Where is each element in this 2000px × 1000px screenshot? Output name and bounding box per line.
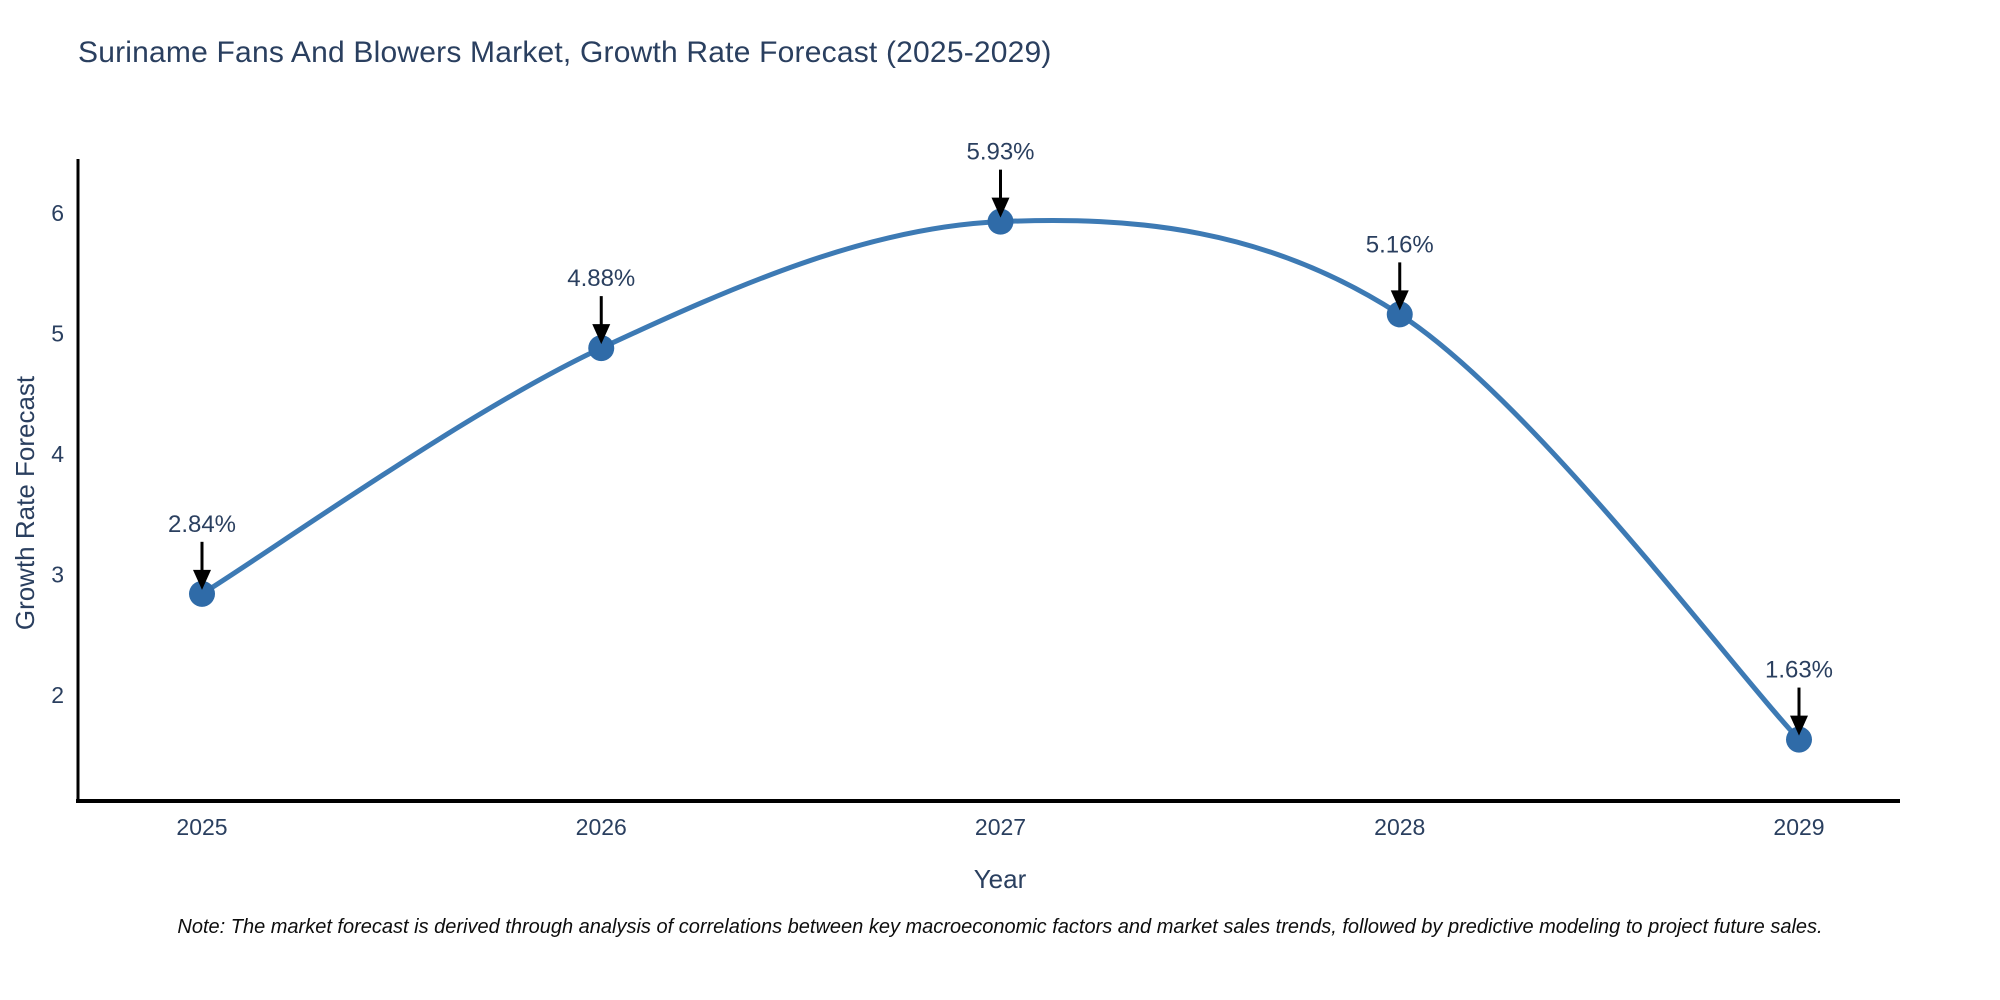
- data-point-label: 4.88%: [567, 265, 635, 292]
- data-point-label: 5.16%: [1366, 231, 1434, 258]
- data-point-marker[interactable]: [987, 208, 1014, 235]
- data-point-marker[interactable]: [1386, 301, 1413, 328]
- data-point-marker[interactable]: [1786, 726, 1812, 753]
- annotation-arrowhead: [592, 324, 611, 345]
- y-tick-label: 5: [51, 321, 64, 347]
- annotation-arrowhead: [991, 197, 1010, 218]
- x-tick-label: 2027: [975, 814, 1026, 840]
- y-tick-label: 3: [51, 562, 64, 588]
- annotation-arrowhead: [1390, 290, 1409, 311]
- y-tick-label: 2: [51, 682, 64, 708]
- annotation-arrowhead: [193, 569, 211, 590]
- y-axis-title: Growth Rate Forecast: [10, 375, 40, 630]
- y-tick-label: 4: [51, 441, 64, 467]
- annotation-arrowhead: [1790, 715, 1808, 736]
- data-point-marker[interactable]: [588, 335, 615, 362]
- data-point-label: 5.93%: [966, 139, 1034, 166]
- plot-area[interactable]: [78, 159, 1900, 801]
- x-tick-label: 2028: [1374, 814, 1425, 840]
- data-point-label: 1.63%: [1765, 657, 1833, 684]
- x-axis-title: Year: [974, 864, 1027, 894]
- x-tick-label: 2026: [576, 814, 627, 840]
- data-point-marker[interactable]: [189, 580, 215, 607]
- footnote: Note: The market forecast is derived thr…: [177, 916, 1823, 938]
- y-tick-label: 6: [51, 200, 64, 226]
- x-tick-label: 2029: [1773, 814, 1824, 840]
- chart-title: Suriname Fans And Blowers Market, Growth…: [78, 36, 1052, 69]
- x-tick-label: 2025: [176, 814, 227, 840]
- data-point-label: 2.84%: [168, 511, 236, 538]
